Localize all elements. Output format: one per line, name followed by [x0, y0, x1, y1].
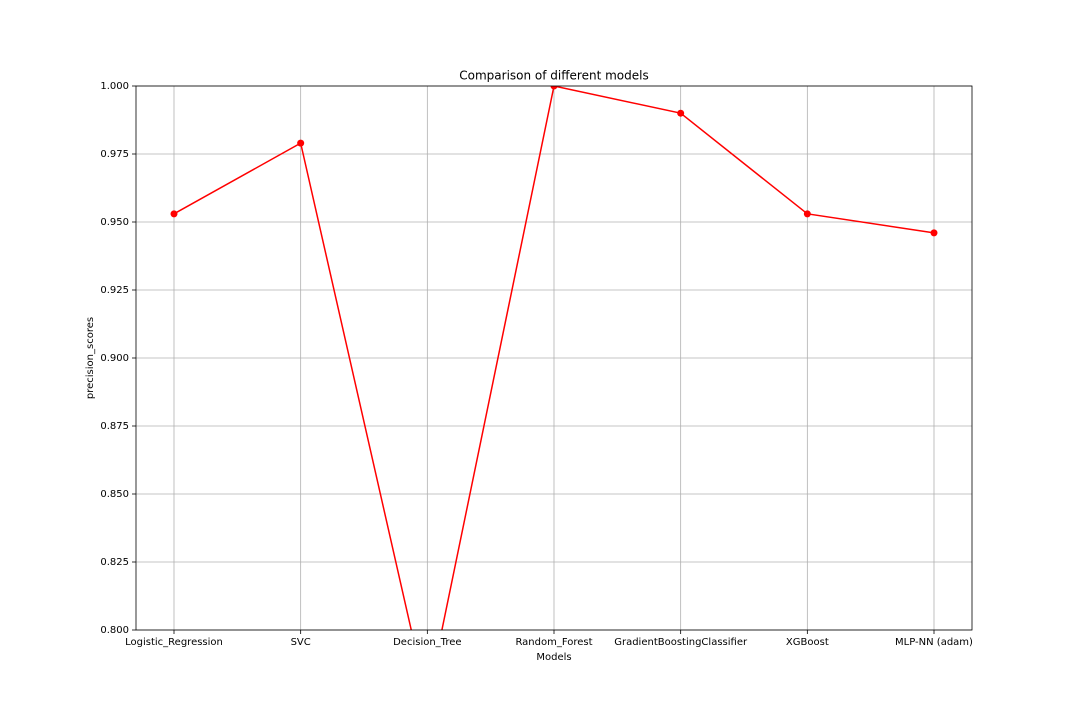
x-tick-label: MLP-NN (adam): [895, 637, 973, 648]
data-point: [297, 139, 305, 147]
y-tick-label: 1.000: [100, 81, 129, 92]
x-tick-label: Logistic_Regression: [125, 637, 223, 648]
x-tick-label: XGBoost: [786, 637, 829, 648]
plot-area: [170, 86, 938, 630]
y-tick-label: 0.975: [100, 149, 129, 160]
chart-title: Comparison of different models: [459, 69, 648, 83]
grid: [136, 85, 972, 631]
y-tick-label: 0.925: [100, 285, 129, 296]
data-point: [803, 210, 811, 218]
x-tick-label: GradientBoostingClassifier: [614, 637, 748, 648]
x-tick-label: SVC: [291, 637, 311, 648]
data-point: [677, 109, 685, 117]
y-tick-label: 0.900: [100, 353, 129, 364]
x-axis-label: Models: [536, 652, 571, 663]
x-tick-label: Random_Forest: [515, 637, 592, 648]
data-point: [550, 86, 558, 90]
y-tick-label: 0.875: [100, 421, 129, 432]
y-tick-label: 0.950: [100, 217, 129, 228]
data-point: [170, 210, 178, 218]
y-tick-label: 0.825: [100, 557, 129, 568]
y-axis-label: precision_scores: [85, 317, 96, 399]
x-tick-label: Decision_Tree: [393, 637, 461, 648]
y-tick-label: 0.850: [100, 489, 129, 500]
labels: 0.800 0.825 0.850 0.875 0.900 0.925 0.950 0.975…: [100, 81, 973, 648]
y-tick-label: 0.800: [100, 625, 129, 636]
data-point: [930, 229, 938, 237]
